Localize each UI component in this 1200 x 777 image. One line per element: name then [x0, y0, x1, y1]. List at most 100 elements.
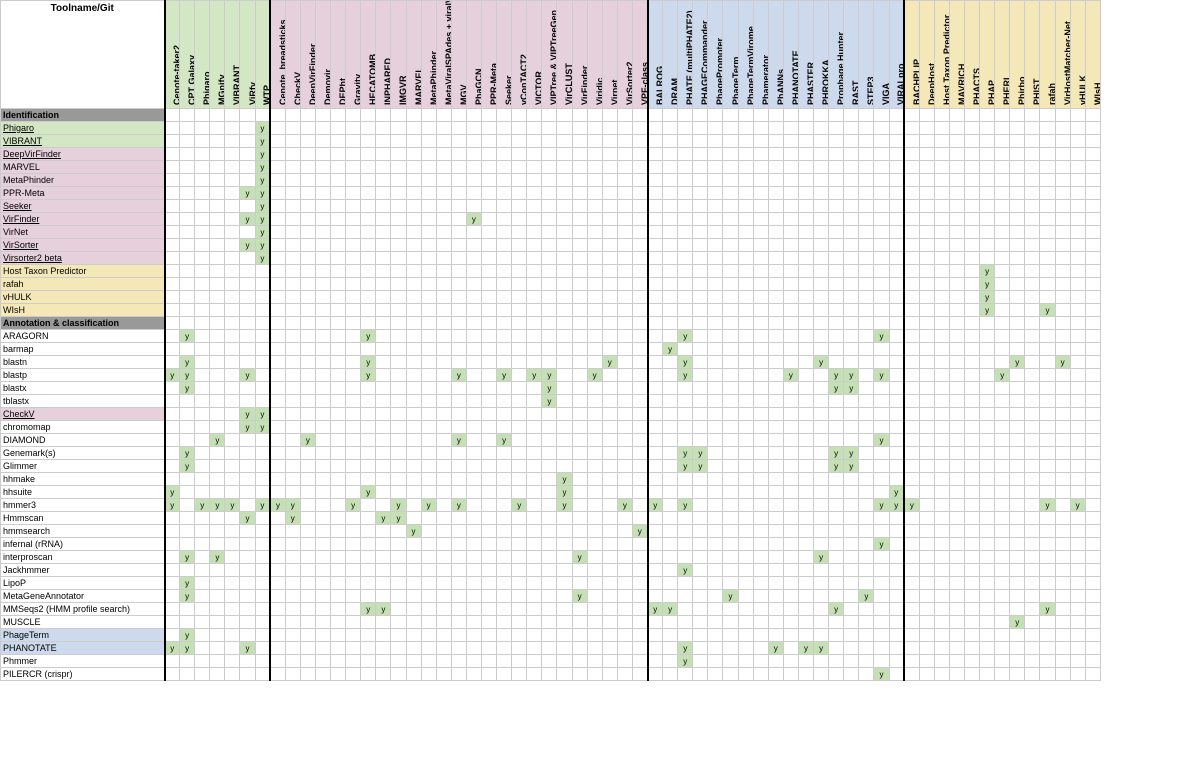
matrix-cell: [572, 577, 587, 590]
matrix-cell: [964, 135, 979, 148]
matrix-cell: [331, 200, 346, 213]
matrix-cell: [180, 135, 195, 148]
matrix-cell: [814, 265, 829, 278]
matrix-cell: [1085, 577, 1100, 590]
matrix-cell: [195, 434, 210, 447]
matrix-cell: y: [904, 499, 919, 512]
matrix-cell: [904, 148, 919, 161]
col-header: DEPht: [331, 1, 346, 109]
matrix-cell: [542, 655, 557, 668]
matrix-cell: [648, 174, 663, 187]
matrix-cell: [210, 616, 225, 629]
matrix-cell: [980, 226, 995, 239]
matrix-cell: [859, 434, 874, 447]
matrix-cell: [240, 655, 255, 668]
matrix-cell: [406, 187, 421, 200]
matrix-cell: [874, 395, 889, 408]
matrix-cell: [512, 135, 527, 148]
matrix-cell: [829, 629, 844, 642]
matrix-cell: [240, 330, 255, 343]
matrix-cell: [663, 291, 678, 304]
matrix-cell: [376, 369, 391, 382]
matrix-cell: [255, 343, 270, 356]
matrix-cell: [1085, 356, 1100, 369]
matrix-cell: [391, 668, 406, 681]
matrix-cell: [648, 538, 663, 551]
matrix-cell: [466, 564, 481, 577]
matrix-cell: [572, 356, 587, 369]
matrix-cell: [814, 330, 829, 343]
matrix-cell: y: [678, 447, 693, 460]
matrix-cell: [542, 174, 557, 187]
matrix-cell: [1040, 122, 1055, 135]
matrix-cell: y: [678, 369, 693, 382]
matrix-cell: y: [255, 252, 270, 265]
matrix-cell: [708, 655, 723, 668]
matrix-cell: [512, 226, 527, 239]
matrix-cell: [949, 525, 964, 538]
matrix-cell: [240, 395, 255, 408]
matrix-cell: [904, 434, 919, 447]
matrix-cell: [436, 629, 451, 642]
matrix-cell: [165, 135, 180, 148]
matrix-cell: [346, 278, 361, 291]
matrix-cell: [436, 395, 451, 408]
matrix-cell: [361, 304, 376, 317]
matrix-cell: [632, 291, 647, 304]
matrix-cell: [859, 564, 874, 577]
matrix-cell: [798, 239, 813, 252]
matrix-cell: [240, 616, 255, 629]
matrix-cell: [1025, 304, 1040, 317]
matrix-cell: [315, 343, 330, 356]
matrix-cell: [964, 330, 979, 343]
matrix-cell: [602, 343, 617, 356]
matrix-cell: [557, 642, 572, 655]
matrix-cell: [964, 161, 979, 174]
matrix-cell: y: [980, 304, 995, 317]
matrix-cell: [874, 577, 889, 590]
matrix-cell: [844, 135, 859, 148]
matrix-cell: [723, 421, 738, 434]
matrix-cell: [859, 525, 874, 538]
matrix-cell: [572, 395, 587, 408]
matrix-cell: [693, 265, 708, 278]
matrix-cell: [436, 525, 451, 538]
matrix-cell: [934, 174, 949, 187]
matrix-cell: [1085, 265, 1100, 278]
matrix-cell: [632, 564, 647, 577]
matrix-cell: [406, 577, 421, 590]
matrix-cell: [904, 213, 919, 226]
col-header: PHATE (multiPHATE2): [678, 1, 693, 109]
matrix-cell: y: [180, 590, 195, 603]
matrix-cell: y: [361, 369, 376, 382]
matrix-cell: [451, 525, 466, 538]
matrix-cell: [678, 304, 693, 317]
matrix-cell: [708, 460, 723, 473]
matrix-cell: [376, 642, 391, 655]
matrix-cell: [195, 460, 210, 473]
matrix-cell: [210, 603, 225, 616]
matrix-cell: [1025, 135, 1040, 148]
corner-label: Toolname/Git: [1, 1, 165, 109]
matrix-cell: [919, 642, 934, 655]
matrix-cell: [587, 421, 602, 434]
matrix-cell: [1040, 668, 1055, 681]
matrix-cell: [300, 486, 315, 499]
matrix-cell: [934, 577, 949, 590]
matrix-cell: [874, 161, 889, 174]
matrix-cell: [346, 239, 361, 252]
col-header: PHROKKA: [814, 1, 829, 109]
matrix-cell: [451, 356, 466, 369]
matrix-cell: [964, 148, 979, 161]
matrix-cell: [240, 265, 255, 278]
matrix-cell: [572, 174, 587, 187]
matrix-cell: [587, 252, 602, 265]
matrix-cell: [210, 447, 225, 460]
matrix-cell: [617, 382, 632, 395]
matrix-cell: [255, 603, 270, 616]
matrix-cell: [723, 148, 738, 161]
matrix-cell: [632, 486, 647, 499]
matrix-cell: [315, 239, 330, 252]
matrix-cell: [889, 655, 904, 668]
matrix-cell: [451, 512, 466, 525]
